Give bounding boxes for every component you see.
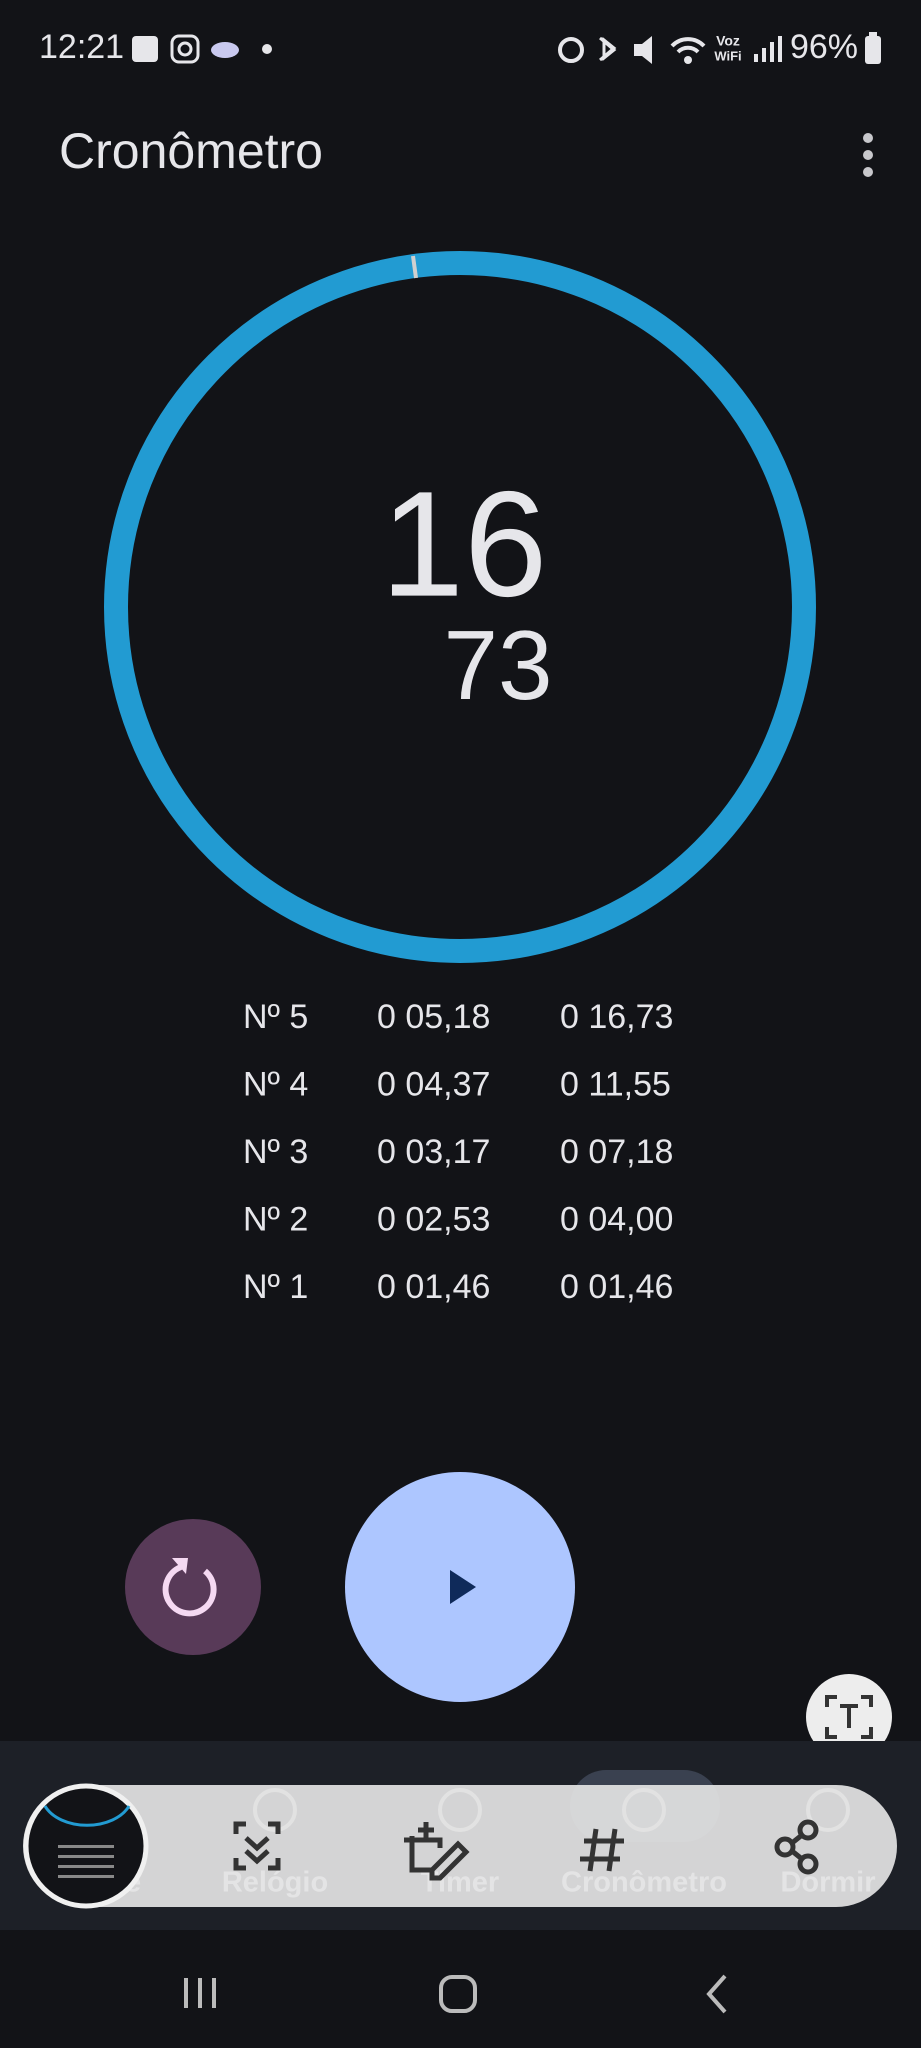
lap-total: 0 16,73 bbox=[560, 998, 673, 1036]
battery-level: 96% bbox=[790, 28, 858, 66]
lap-number: Nº 4 bbox=[243, 1065, 308, 1103]
wifi-label: Voz bbox=[716, 33, 740, 49]
elapsed-hundredths: 73 bbox=[443, 610, 552, 720]
lap-total: 0 04,00 bbox=[560, 1200, 673, 1238]
elapsed-seconds: 16 bbox=[381, 460, 548, 628]
extract-text-button[interactable] bbox=[806, 1674, 892, 1760]
lap-time: 0 04,37 bbox=[377, 1065, 490, 1103]
lap-time: 0 05,18 bbox=[377, 998, 490, 1036]
toolbar-icons[interactable] bbox=[233, 1819, 819, 1881]
system-nav[interactable] bbox=[184, 1974, 727, 2014]
more-menu[interactable] bbox=[863, 133, 873, 177]
lap-time: 0 03,17 bbox=[377, 1133, 490, 1171]
lap-total: 0 01,46 bbox=[560, 1268, 673, 1306]
lap-total: 0 11,55 bbox=[560, 1065, 671, 1103]
lap-number: Nº 1 bbox=[243, 1268, 308, 1306]
lap-number: Nº 5 bbox=[243, 998, 308, 1036]
progress-ring bbox=[104, 251, 816, 963]
status-time: 12:21 bbox=[39, 28, 124, 66]
lap-time: 0 01,46 bbox=[377, 1268, 490, 1306]
play-button[interactable] bbox=[345, 1472, 575, 1702]
lap-number: Nº 3 bbox=[243, 1133, 308, 1171]
wifi-label: WiFi bbox=[714, 48, 741, 63]
reset-button[interactable] bbox=[125, 1519, 261, 1655]
lap-time: 0 02,53 bbox=[377, 1200, 490, 1238]
lap-total: 0 07,18 bbox=[560, 1133, 673, 1171]
app-title: Cronômetro bbox=[59, 123, 323, 179]
lap-list: Nº 5 0 05,18 0 16,73 Nº 4 0 04,37 0 11,55 Nº 3… bbox=[243, 998, 673, 1306]
lap-number: Nº 2 bbox=[243, 1200, 308, 1238]
ring-marker bbox=[411, 255, 418, 279]
screenshot-thumbnail[interactable] bbox=[23, 1783, 149, 1909]
status-icons bbox=[132, 32, 881, 64]
